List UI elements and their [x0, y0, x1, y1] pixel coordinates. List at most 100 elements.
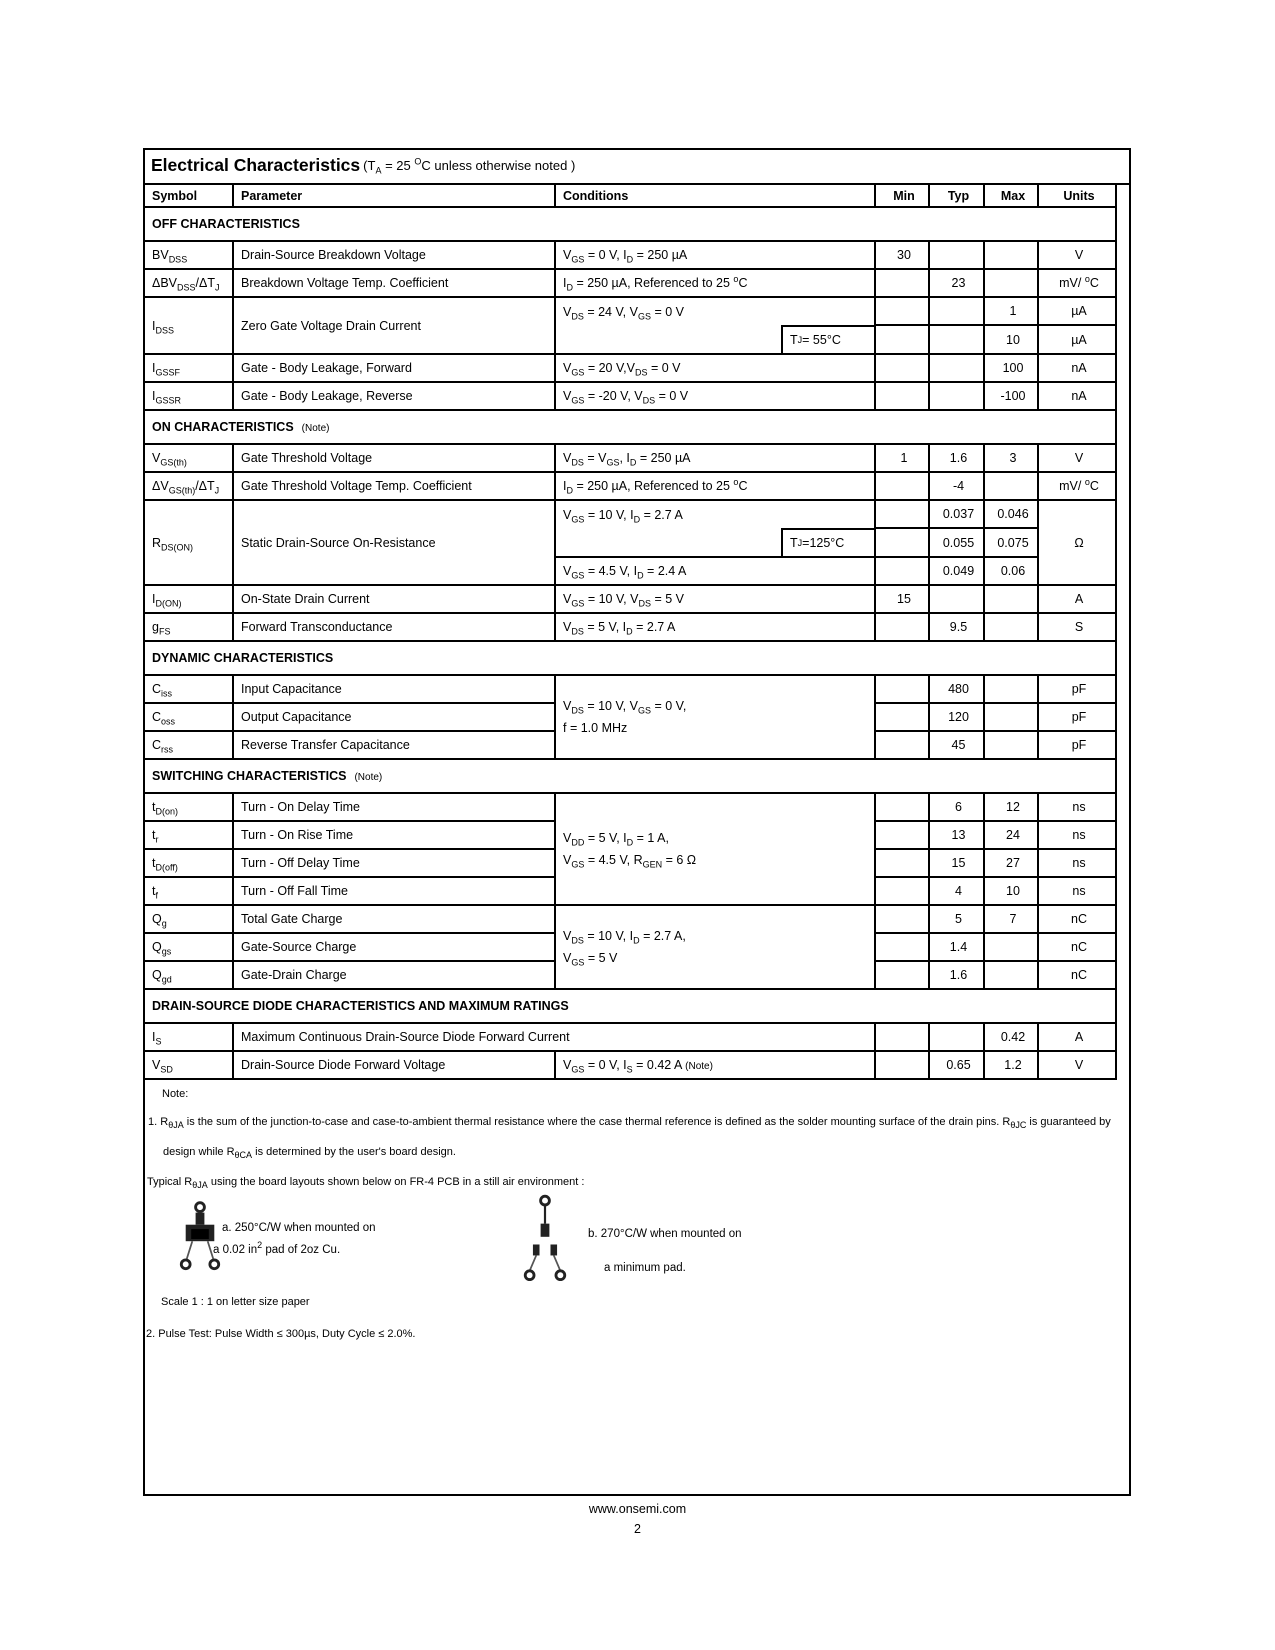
typ-cell [928, 353, 985, 383]
typ-cell [928, 324, 985, 355]
table-row: VGS(th) Gate Threshold Voltage VDS = VGS… [143, 443, 1117, 473]
max-cell [983, 932, 1039, 962]
table-row: Crss Reverse Transfer Capacitance 45 pF [143, 730, 1117, 760]
typ-cell: 0.049 [928, 556, 985, 586]
max-cell: 10 [983, 324, 1039, 355]
symbol-cell: Qgs [143, 932, 234, 962]
table-row: Qgd Gate-Drain Charge 1.6 nC [143, 960, 1117, 990]
min-cell: 30 [874, 240, 930, 270]
symbol-cell: Qg [143, 904, 234, 934]
section-bar-on: ON CHARACTERISTICS (Note) [143, 409, 1117, 445]
section-label: DYNAMIC CHARACTERISTICS [143, 640, 1117, 676]
units-cell: ns [1037, 792, 1117, 822]
typ-cell [928, 584, 985, 614]
symbol-cell: IGSSR [143, 381, 234, 411]
min-cell [874, 1022, 930, 1052]
units-cell: Ω [1037, 499, 1117, 586]
electrical-characteristics-table: Symbol Parameter Conditions Min Typ Max … [143, 183, 1117, 1080]
pcb-caption-a-line-2: a 0.02 in2 pad of 2oz Cu. [213, 1240, 341, 1256]
header-units: Units [1037, 183, 1117, 208]
symbol-cell: ΔBVDSS/ΔTJ [143, 268, 234, 298]
max-cell [983, 268, 1039, 298]
units-cell: pF [1037, 702, 1117, 732]
typ-cell: 0.037 [928, 499, 985, 529]
units-cell: S [1037, 612, 1117, 642]
table-row: RDS(ON) Static Drain-Source On-Resistanc… [143, 499, 1117, 586]
note-1-line-2: design while RθCA is determined by the u… [163, 1146, 456, 1161]
section-bar-diode: DRAIN-SOURCE DIODE CHARACTERISTICS AND M… [143, 988, 1117, 1024]
min-cell [874, 612, 930, 642]
symbol-cell: RDS(ON) [143, 499, 234, 586]
table-row: Qgs Gate-Source Charge 1.4 nC [143, 932, 1117, 962]
min-cell: 1 [874, 443, 930, 473]
symbol-cell: IDSS [143, 296, 234, 355]
max-cell: 0.046 [983, 499, 1039, 529]
min-cell [874, 527, 930, 558]
min-cell [874, 960, 930, 990]
min-cell [874, 932, 930, 962]
section-bar-switching: SWITCHING CHARACTERISTICS (Note) [143, 758, 1117, 794]
table-header-row: Symbol Parameter Conditions Min Typ Max … [143, 183, 1117, 208]
conditions-cell: VDD = 5 V, ID = 1 A, VGS = 4.5 V, RGEN =… [554, 792, 876, 906]
typ-cell [928, 1022, 985, 1052]
min-cell [874, 904, 930, 934]
typ-cell: -4 [928, 471, 985, 501]
parameter-cell: Gate - Body Leakage, Reverse [232, 381, 556, 411]
max-cell: 0.06 [983, 556, 1039, 586]
typ-cell: 15 [928, 848, 985, 878]
symbol-cell: tf [143, 876, 234, 906]
symbol-cell: tD(off) [143, 848, 234, 878]
min-cell [874, 702, 930, 732]
min-cell: 15 [874, 584, 930, 614]
section-label: SWITCHING CHARACTERISTICS (Note) [143, 758, 1117, 794]
conditions-cell: VDS = 10 V, ID = 2.7 A, VGS = 5 V [554, 904, 876, 990]
units-cell: nA [1037, 353, 1117, 383]
parameter-cell: Turn - On Rise Time [232, 820, 556, 850]
table-row: tr Turn - On Rise Time 13 24 ns [143, 820, 1117, 850]
max-cell: 27 [983, 848, 1039, 878]
section-bar-off: OFF CHARACTERISTICS [143, 206, 1117, 242]
symbol-cell: IS [143, 1022, 234, 1052]
table-row: tD(on) Turn - On Delay Time VDD = 5 V, I… [143, 792, 1117, 906]
note-1-line-1: 1. RθJA is the sum of the junction-to-ca… [148, 1116, 1111, 1131]
typ-cell: 1.6 [928, 443, 985, 473]
max-cell: 3 [983, 443, 1039, 473]
max-cell [983, 702, 1039, 732]
symbol-cell: ID(ON) [143, 584, 234, 614]
parameter-cell: Gate - Body Leakage, Forward [232, 353, 556, 383]
min-cell [874, 324, 930, 355]
typ-cell: 0.65 [928, 1050, 985, 1080]
symbol-cell: VGS(th) [143, 443, 234, 473]
max-cell: 7 [983, 904, 1039, 934]
units-cell: nC [1037, 904, 1117, 934]
max-cell [983, 471, 1039, 501]
symbol-cell: Qgd [143, 960, 234, 990]
table-row: Coss Output Capacitance 120 pF [143, 702, 1117, 732]
min-cell [874, 848, 930, 878]
typ-cell: 9.5 [928, 612, 985, 642]
symbol-cell: Ciss [143, 674, 234, 704]
min-cell [874, 674, 930, 704]
max-cell [983, 612, 1039, 642]
conditions-cell: VDS = 5 V, ID = 2.7 A [554, 612, 876, 642]
symbol-cell: VSD [143, 1050, 234, 1080]
min-cell [874, 381, 930, 411]
parameter-cell: Drain-Source Breakdown Voltage [232, 240, 556, 270]
min-cell [874, 730, 930, 760]
table-row: IS Maximum Continuous Drain-Source Diode… [143, 1022, 1117, 1052]
typ-cell: 13 [928, 820, 985, 850]
units-cell: V [1037, 1050, 1117, 1080]
parameter-cell: Gate-Drain Charge [232, 960, 556, 990]
min-cell [874, 296, 930, 326]
page-frame: Electrical Characteristics (TA = 25 OC u… [143, 148, 1131, 1496]
max-cell: 12 [983, 792, 1039, 822]
min-cell [874, 1050, 930, 1080]
conditions-cell: VGS = 10 V, VDS = 5 V [554, 584, 876, 614]
parameter-cell: Turn - Off Delay Time [232, 848, 556, 878]
pcb-layout-a-icon [179, 1201, 221, 1271]
min-cell [874, 471, 930, 501]
max-cell: 0.42 [983, 1022, 1039, 1052]
